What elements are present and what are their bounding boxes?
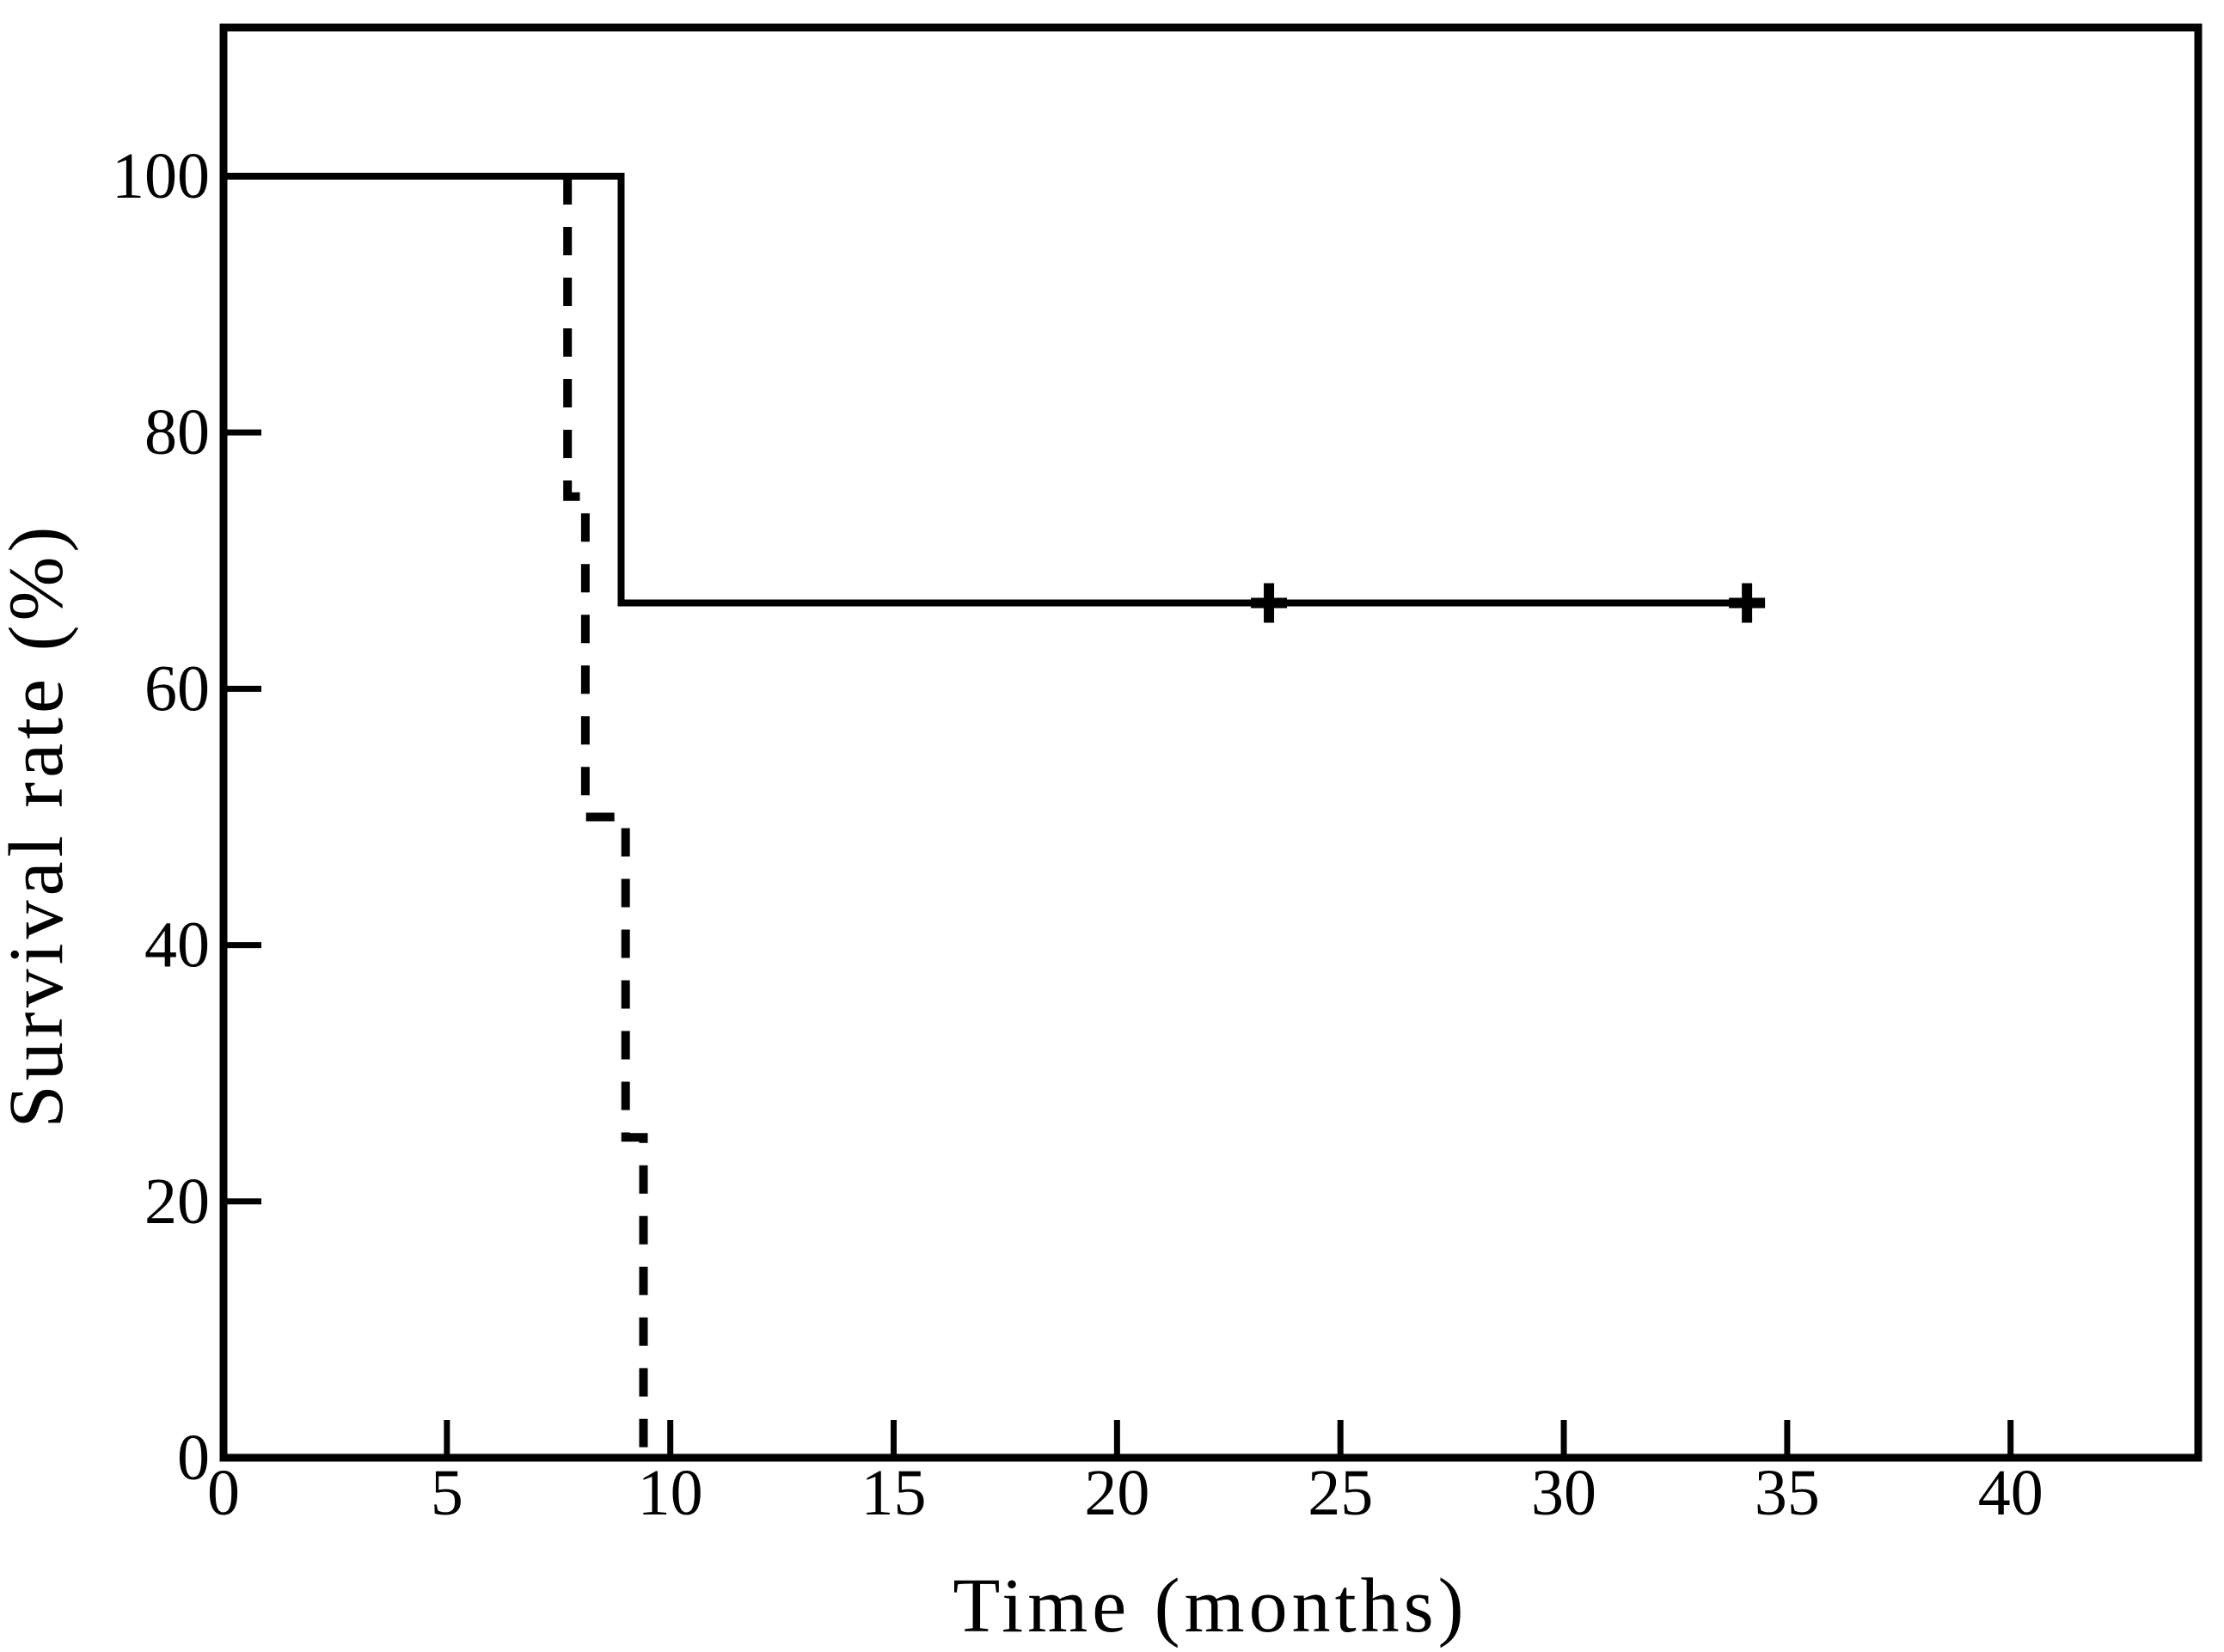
x-axis-title: Time (months) bbox=[953, 1563, 1467, 1649]
survival-curve-solid bbox=[224, 173, 1765, 607]
y-tick-label: 0 bbox=[177, 1422, 210, 1494]
y-axis-title: Survival rate (%) bbox=[0, 523, 79, 1129]
x-tick-label: 20 bbox=[1084, 1457, 1149, 1529]
x-tick-label: 0 bbox=[207, 1457, 240, 1529]
x-tick-label: 10 bbox=[638, 1457, 703, 1529]
y-tick-label: 20 bbox=[144, 1166, 210, 1238]
survival-curve-dashed bbox=[563, 176, 648, 1458]
y-tick-label: 100 bbox=[112, 140, 210, 212]
x-tick-label: 40 bbox=[1978, 1457, 2043, 1529]
y-tick-label: 40 bbox=[144, 909, 210, 982]
x-tick-label: 35 bbox=[1755, 1457, 1820, 1529]
y-tick-label: 80 bbox=[144, 396, 210, 468]
x-tick-label: 30 bbox=[1531, 1457, 1596, 1529]
y-tick-label: 60 bbox=[144, 652, 210, 725]
x-tick-label: 15 bbox=[861, 1457, 927, 1529]
x-tick-label: 25 bbox=[1308, 1457, 1373, 1529]
plot-frame bbox=[219, 23, 2203, 1462]
x-tick-label: 5 bbox=[431, 1457, 463, 1529]
